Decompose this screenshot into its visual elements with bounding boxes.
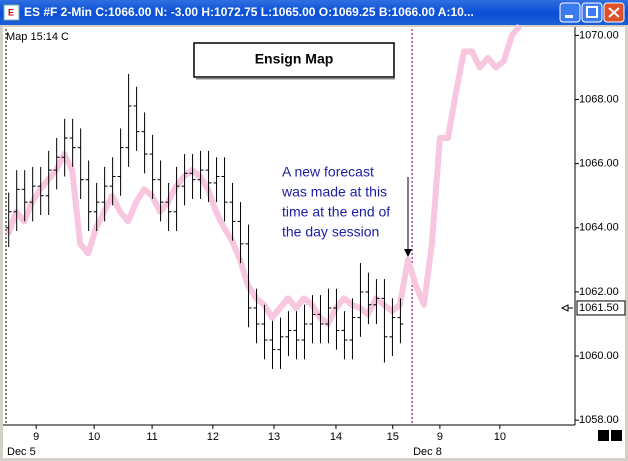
corner-label: Map 15:14 C <box>6 31 69 43</box>
y-tick-label: 1062.00 <box>579 286 619 298</box>
minimize-button[interactable] <box>559 2 581 23</box>
x-tick-label: 10 <box>494 431 506 443</box>
y-tick-label: 1066.00 <box>579 158 619 170</box>
x-tick-label: 10 <box>88 431 100 443</box>
y-tick-label: 1064.00 <box>579 222 619 234</box>
minimize-glyph <box>565 15 573 18</box>
y-tick-label: 1058.00 <box>579 414 619 426</box>
x-tick-label: 9 <box>33 431 39 443</box>
x-tick-label: 13 <box>268 431 280 443</box>
x-tick-label: 12 <box>207 431 219 443</box>
last-value-box <box>576 300 626 316</box>
maximize-glyph <box>586 6 598 18</box>
x-tick-label: 14 <box>330 431 342 443</box>
forecast-line <box>5 23 523 327</box>
annotation-arrowhead <box>404 249 412 257</box>
y-tick-label: 1060.00 <box>579 350 619 362</box>
annotation: time at the end of <box>282 204 390 220</box>
window-title: ES #F 2-Min C:1066.00 N: -3.00 H:1072.75… <box>24 5 474 19</box>
app-icon-glyph: E <box>8 7 14 17</box>
chart-title: Ensign Map <box>255 51 334 67</box>
x-tick-label: 9 <box>437 431 443 443</box>
session-label: Dec 5 <box>7 446 36 458</box>
title-bar <box>0 0 628 25</box>
last-value-label: 1061.50 <box>579 302 619 314</box>
nav-square[interactable] <box>598 430 609 441</box>
annotation: the day session <box>282 224 379 240</box>
x-tick-label: 15 <box>387 431 399 443</box>
y-tick-label: 1070.00 <box>579 29 619 41</box>
close-glyph <box>608 7 620 18</box>
title-box <box>193 42 395 78</box>
nav-square[interactable] <box>611 430 622 441</box>
x-tick-label: 11 <box>146 431 157 443</box>
session-label: Dec 8 <box>413 446 442 458</box>
annotation: was made at this <box>281 184 387 200</box>
y-tick-label: 1068.00 <box>579 93 619 105</box>
window-buttons[interactable] <box>559 2 625 23</box>
chart-area <box>3 27 625 458</box>
maximize-button[interactable] <box>581 2 603 23</box>
plot: 1058.00 1060.00 1062.00 1064.00 1066.00 1068.… <box>5 23 619 458</box>
last-value-marker <box>560 304 573 312</box>
annotation: A new forecast <box>282 164 374 180</box>
app-icon <box>3 4 20 21</box>
